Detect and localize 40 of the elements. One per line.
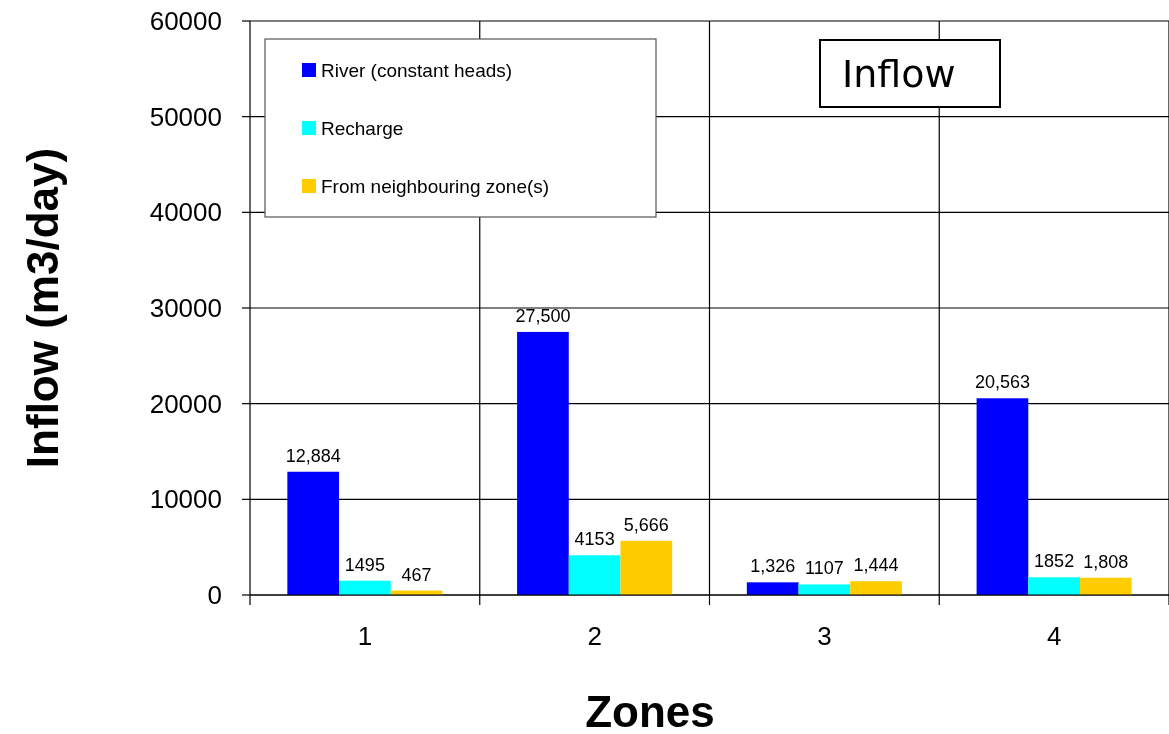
bar (339, 580, 391, 595)
data-label: 1495 (344, 554, 385, 575)
y-tick-label: 50000 (149, 101, 222, 132)
bar (568, 555, 621, 595)
legend-label: River (constant heads) (321, 59, 513, 81)
data-label: 12,884 (285, 445, 341, 466)
x-tick-label: 2 (587, 621, 602, 651)
y-tick-label: 60000 (149, 6, 222, 37)
legend-label: From neighbouring zone(s) (321, 175, 550, 197)
x-axis-title: Zones (585, 687, 715, 734)
data-label: 1,808 (1083, 551, 1129, 572)
bar (517, 331, 569, 595)
x-tick-label: 4 (1046, 621, 1062, 651)
y-tick-label: 20000 (149, 388, 222, 419)
bar (1079, 577, 1132, 595)
bar (850, 581, 902, 595)
data-label: 1107 (805, 558, 844, 579)
y-tick-label: 30000 (149, 293, 222, 324)
bar (746, 582, 799, 595)
bar (1028, 577, 1080, 595)
x-tick-label: 1 (357, 621, 373, 651)
text: Inflow (842, 52, 956, 97)
x-tick-label: 3 (817, 621, 832, 651)
data-label: 27,500 (515, 305, 571, 326)
bar (620, 540, 673, 595)
bar (798, 584, 851, 595)
y-tick-label: 40000 (149, 197, 222, 228)
data-label: 4153 (574, 529, 615, 550)
y-tick-label: 10000 (149, 484, 222, 515)
data-label: 20,563 (974, 372, 1030, 393)
y-tick-label: 0 (207, 580, 222, 611)
y-axis-title: Inflow (m3/day) (18, 147, 67, 469)
data-label: 1,444 (853, 555, 899, 576)
data-label: 467 (401, 564, 432, 585)
bar (287, 471, 340, 595)
data-label: 1852 (1034, 551, 1075, 572)
data-label: 1,326 (750, 556, 796, 577)
data-label: 5,666 (623, 514, 669, 535)
legend-label: Recharge (321, 117, 404, 139)
bar (976, 398, 1029, 595)
